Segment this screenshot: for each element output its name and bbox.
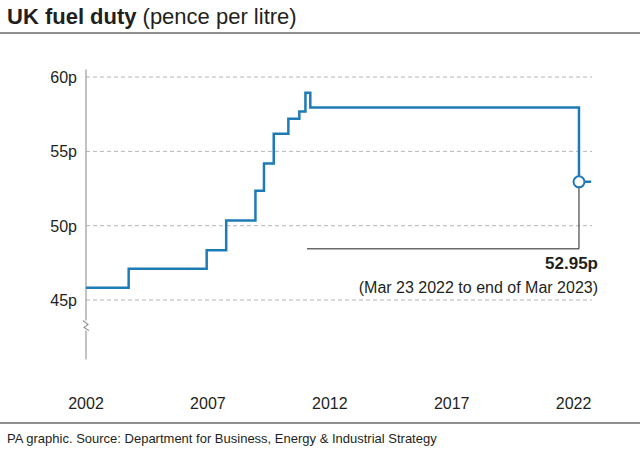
x-tick-label: 2012	[312, 395, 348, 412]
y-tick-label: 50p	[50, 218, 77, 235]
title: UK fuel duty(pence per litre)	[7, 4, 297, 29]
grid-line	[86, 300, 592, 301]
x-tick-label: 2022	[556, 395, 592, 412]
title-rule	[0, 33, 640, 34]
grid-line	[86, 77, 592, 78]
chart-container: UK fuel duty(pence per litre) 45p 50p 55p 60…	[0, 0, 640, 458]
annotation-leader	[578, 188, 579, 249]
axis-break-gap	[81, 321, 91, 331]
x-tick-label: 2002	[68, 395, 104, 412]
y-tick-label: 55p	[50, 143, 77, 160]
annotation-rule	[307, 248, 579, 249]
y-axis-line	[85, 70, 86, 360]
chart-svg: UK fuel duty(pence per litre) 45p 50p 55p 60…	[0, 0, 640, 458]
annotation-text: 52.95p	[545, 254, 598, 273]
y-tick-label: 60p	[50, 69, 77, 86]
annotation-marker	[573, 176, 584, 187]
axis-break	[83, 321, 89, 331]
source-rule	[0, 423, 640, 424]
grid-line	[86, 225, 592, 226]
source: PA graphic. Source: Department for Busin…	[7, 431, 437, 446]
title-text: UK fuel duty	[7, 4, 137, 29]
grid-line	[86, 151, 592, 152]
plot-area	[86, 93, 591, 288]
annotation-subtext: (Mar 23 2022 to end of Mar 2023)	[359, 279, 598, 296]
y-tick-label: 45p	[50, 292, 77, 309]
subtitle-text: (pence per litre)	[143, 4, 297, 29]
series-line	[86, 93, 591, 288]
x-tick-label: 2017	[434, 395, 470, 412]
x-tick-label: 2007	[190, 395, 226, 412]
